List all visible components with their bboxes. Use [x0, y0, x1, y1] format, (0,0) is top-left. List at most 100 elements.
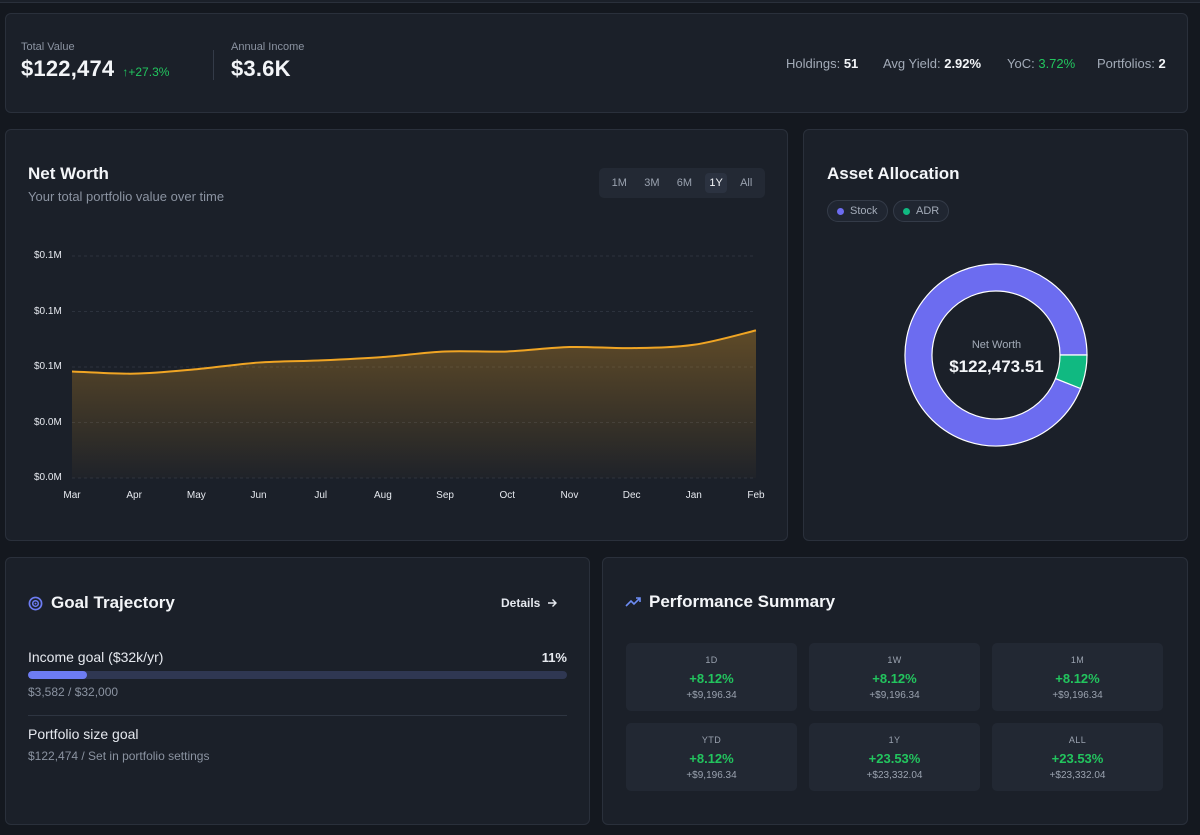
donut-slice-stock[interactable] — [878, 237, 1114, 473]
income-goal-progress — [28, 671, 567, 679]
summary-bar: Total Value $122,474 ↑+27.3% Annual Inco… — [5, 13, 1188, 113]
trending-up-icon — [625, 597, 641, 607]
x-tick-label: Aug — [374, 490, 392, 501]
perf-period: YTD — [701, 735, 722, 745]
x-tick-label: Mar — [63, 490, 81, 501]
x-tick-label: Jan — [685, 490, 702, 501]
perf-percent: +8.12% — [872, 671, 917, 686]
range-tabs: 1M 3M 6M 1Y All — [599, 168, 765, 198]
net-worth-point — [131, 371, 137, 377]
y-tick-label: $0.1M — [34, 361, 62, 372]
perf-percent: +8.12% — [1055, 671, 1100, 686]
income-goal-sub: $3,582 / $32,000 — [28, 685, 119, 699]
x-tick-label: Nov — [560, 490, 579, 501]
top-edge — [0, 0, 1200, 3]
goal-header: Goal Trajectory — [28, 593, 175, 613]
annual-income: $3.6K — [231, 56, 291, 81]
net-worth-title: Net Worth — [28, 164, 109, 183]
x-tick-label: May — [186, 490, 206, 501]
net-worth-point — [442, 348, 448, 354]
perf-cell-all: ALL +23.53% +$23,332.04 — [992, 723, 1163, 791]
perf-cell-ytd: YTD +8.12% +$9,196.34 — [626, 723, 797, 791]
net-worth-point — [629, 345, 635, 351]
x-tick-label: Sep — [436, 490, 454, 501]
details-label: Details — [501, 596, 541, 610]
performance-title: Performance Summary — [649, 592, 836, 611]
legend-adr-label: ADR — [916, 205, 940, 217]
portfolios-value: 2 — [1158, 56, 1166, 71]
perf-percent: +23.53% — [868, 751, 921, 766]
range-tab-all[interactable]: All — [740, 177, 753, 189]
perf-period: ALL — [1068, 735, 1087, 745]
net-worth-point — [753, 327, 759, 333]
donut-center-value: $122,473.51 — [949, 357, 1044, 376]
perf-percent: +23.53% — [1051, 751, 1104, 766]
perf-percent: +8.12% — [689, 751, 734, 766]
holdings-label: Holdings: — [786, 56, 841, 71]
holdings-stat: Holdings: 51 — [786, 56, 858, 71]
avg-yield-label: Avg Yield: — [883, 56, 941, 71]
legend-stock[interactable]: Stock — [827, 200, 888, 222]
x-tick-label: Feb — [747, 490, 765, 501]
portfolios-stat: Portfolios: 2 — [1097, 56, 1166, 71]
total-value: $122,474 — [21, 56, 115, 81]
income-goal-percent: 11% — [541, 650, 567, 665]
goal-divider — [28, 715, 567, 716]
range-tab-1m[interactable]: 1M — [611, 177, 627, 189]
income-goal-progress-fill — [28, 671, 88, 679]
perf-header: Performance Summary — [625, 592, 835, 612]
perf-amount: +$9,196.34 — [686, 690, 737, 701]
x-tick-label: Jul — [314, 490, 328, 501]
net-worth-card: Net Worth Your total portfolio value ove… — [5, 129, 788, 541]
target-icon — [28, 596, 43, 610]
stock-dot-icon — [837, 207, 844, 215]
yoc-label: YoC: — [1007, 56, 1035, 71]
net-worth-line — [71, 329, 757, 375]
perf-cell-1d: 1D +8.12% +$9,196.34 — [626, 643, 797, 711]
y-tick-label: $0.0M — [34, 472, 62, 483]
avg-yield-stat: Avg Yield: 2.92% — [883, 56, 981, 71]
y-tick-label: $0.0M — [34, 417, 62, 428]
goal-trajectory-card: Goal Trajectory Details Income goal ($32… — [5, 557, 590, 825]
net-worth-point — [691, 342, 697, 348]
legend-stock-label: Stock — [850, 205, 878, 217]
legend-adr[interactable]: ADR — [893, 200, 950, 222]
total-value-label: Total Value — [21, 41, 75, 53]
perf-period: 1W — [887, 655, 902, 665]
perf-period: 1D — [705, 655, 718, 665]
donut-slice-adr[interactable] — [1051, 346, 1093, 390]
total-value-block: Total Value $122,474 ↑+27.3% — [21, 41, 169, 82]
y-tick-label: $0.1M — [34, 250, 62, 261]
x-tick-label: Apr — [126, 490, 142, 501]
net-worth-area — [72, 330, 756, 478]
net-worth-point — [193, 366, 199, 372]
range-tab-6m[interactable]: 6M — [676, 177, 693, 189]
net-worth-subtitle: Your total portfolio value over time — [28, 189, 225, 204]
x-tick-label: Dec — [622, 490, 641, 501]
range-tab-3m[interactable]: 3M — [644, 177, 660, 189]
adr-dot-icon — [903, 207, 910, 215]
perf-cell-1m: 1M +8.12% +$9,196.34 — [992, 643, 1163, 711]
perf-amount: +$23,332.04 — [866, 770, 923, 781]
x-tick-label: Jun — [250, 490, 267, 501]
range-tab-1y[interactable]: 1Y — [705, 173, 727, 193]
perf-cell-1w: 1W +8.12% +$9,196.34 — [809, 643, 980, 711]
total-change: ↑+27.3% — [122, 65, 170, 79]
performance-summary-card: Performance Summary 1D +8.12% +$9,196.34… — [602, 557, 1188, 825]
perf-period: 1Y — [888, 735, 901, 745]
arrow-right-icon — [548, 599, 558, 607]
allocation-title: Asset Allocation — [827, 164, 960, 183]
details-button[interactable]: Details — [501, 596, 558, 610]
annual-income-block: Annual Income $3.6K — [231, 41, 304, 82]
perf-amount: +$23,332.04 — [1049, 770, 1106, 781]
yoc-stat: YoC: 3.72% — [1007, 56, 1075, 71]
net-worth-point — [566, 344, 572, 350]
net-worth-point — [318, 357, 324, 363]
net-worth-point — [69, 368, 75, 374]
portfolio-goal-label: Portfolio size goal — [28, 726, 139, 742]
perf-period: 1M — [1070, 655, 1085, 665]
perf-amount: +$9,196.34 — [686, 770, 737, 781]
donut-center-label: Net Worth — [971, 339, 1022, 351]
net-worth-point — [380, 354, 386, 360]
portfolio-goal-sub: $122,474 / Set in portfolio settings — [28, 749, 210, 763]
